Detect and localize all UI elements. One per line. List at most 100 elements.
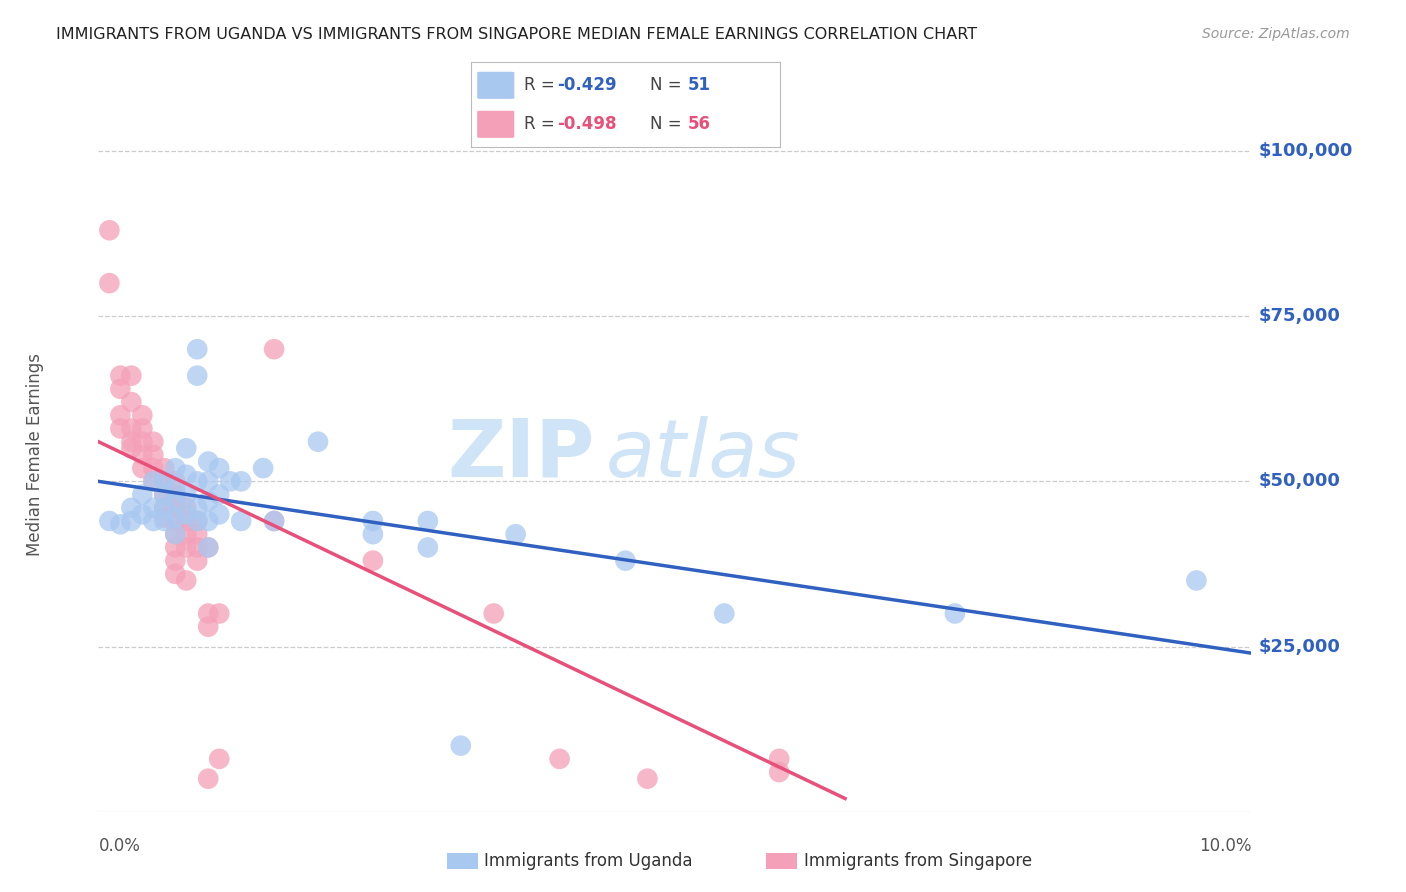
Point xyxy=(153,514,176,528)
Point xyxy=(768,765,790,780)
Point xyxy=(186,342,208,356)
Point xyxy=(165,566,187,581)
Text: R =: R = xyxy=(523,77,560,95)
Point xyxy=(142,434,165,449)
Point xyxy=(131,421,153,435)
Point xyxy=(153,487,176,501)
Text: ZIP: ZIP xyxy=(447,416,595,494)
Point xyxy=(197,475,219,489)
Point xyxy=(120,395,142,409)
Point xyxy=(153,475,176,489)
Point xyxy=(252,461,274,475)
Point xyxy=(197,541,219,555)
Point xyxy=(120,434,142,449)
Point xyxy=(131,508,153,522)
Point xyxy=(165,481,187,495)
Text: Immigrants from Singapore: Immigrants from Singapore xyxy=(804,852,1032,870)
Point xyxy=(361,514,384,528)
Point xyxy=(197,772,219,786)
Point xyxy=(208,752,231,766)
Point xyxy=(142,475,165,489)
FancyBboxPatch shape xyxy=(477,111,515,138)
Point xyxy=(153,500,176,515)
Point xyxy=(186,475,208,489)
Point xyxy=(636,772,658,786)
FancyBboxPatch shape xyxy=(477,71,515,99)
Point xyxy=(174,574,197,588)
Point xyxy=(186,500,208,515)
Point xyxy=(263,514,285,528)
Point xyxy=(165,527,187,541)
Point xyxy=(120,514,142,528)
Point xyxy=(713,607,735,621)
Point xyxy=(110,421,132,435)
Point xyxy=(174,527,197,541)
Point xyxy=(197,541,219,555)
Point xyxy=(174,500,197,515)
Point xyxy=(98,223,121,237)
Point xyxy=(208,607,231,621)
Point xyxy=(153,500,176,515)
Point xyxy=(142,514,165,528)
Point xyxy=(110,382,132,396)
Point xyxy=(131,409,153,423)
Point xyxy=(131,461,153,475)
Point xyxy=(197,607,219,621)
Text: -0.498: -0.498 xyxy=(558,115,617,133)
Point xyxy=(505,527,527,541)
Point xyxy=(165,514,187,528)
Point xyxy=(1185,574,1208,588)
Point xyxy=(231,475,253,489)
Point xyxy=(186,541,208,555)
Point xyxy=(131,487,153,501)
Point xyxy=(361,554,384,568)
Point xyxy=(142,461,165,475)
Point xyxy=(197,454,219,468)
Point xyxy=(165,527,187,541)
Point xyxy=(98,514,121,528)
Point xyxy=(219,475,242,489)
Point xyxy=(165,494,187,508)
Point xyxy=(307,434,329,449)
Point xyxy=(174,541,197,555)
Point xyxy=(120,442,142,456)
Point xyxy=(165,541,187,555)
Point xyxy=(450,739,472,753)
Point xyxy=(197,494,219,508)
Point xyxy=(165,500,187,515)
Point xyxy=(174,487,197,501)
Text: $75,000: $75,000 xyxy=(1258,307,1340,326)
Point xyxy=(263,514,285,528)
Text: N =: N = xyxy=(651,77,688,95)
Point xyxy=(361,527,384,541)
Point xyxy=(614,554,637,568)
Point xyxy=(98,276,121,290)
Point xyxy=(208,487,231,501)
Point xyxy=(186,514,208,528)
Point xyxy=(110,368,132,383)
Point xyxy=(197,620,219,634)
Point xyxy=(186,514,208,528)
Point xyxy=(482,607,505,621)
Text: 10.0%: 10.0% xyxy=(1199,837,1251,855)
Point xyxy=(263,342,285,356)
Point xyxy=(208,461,231,475)
Point xyxy=(142,500,165,515)
Text: Source: ZipAtlas.com: Source: ZipAtlas.com xyxy=(1202,27,1350,41)
Point xyxy=(231,514,253,528)
Point xyxy=(174,514,197,528)
Point xyxy=(165,487,187,501)
Point xyxy=(120,368,142,383)
Point xyxy=(174,508,197,522)
Point xyxy=(165,461,187,475)
Point xyxy=(153,510,176,524)
Point xyxy=(186,554,208,568)
Text: 51: 51 xyxy=(688,77,710,95)
Text: $50,000: $50,000 xyxy=(1258,473,1340,491)
Text: N =: N = xyxy=(651,115,688,133)
Point xyxy=(943,607,966,621)
Point xyxy=(548,752,571,766)
Point xyxy=(153,487,176,501)
Point xyxy=(416,541,439,555)
Point xyxy=(174,467,197,482)
